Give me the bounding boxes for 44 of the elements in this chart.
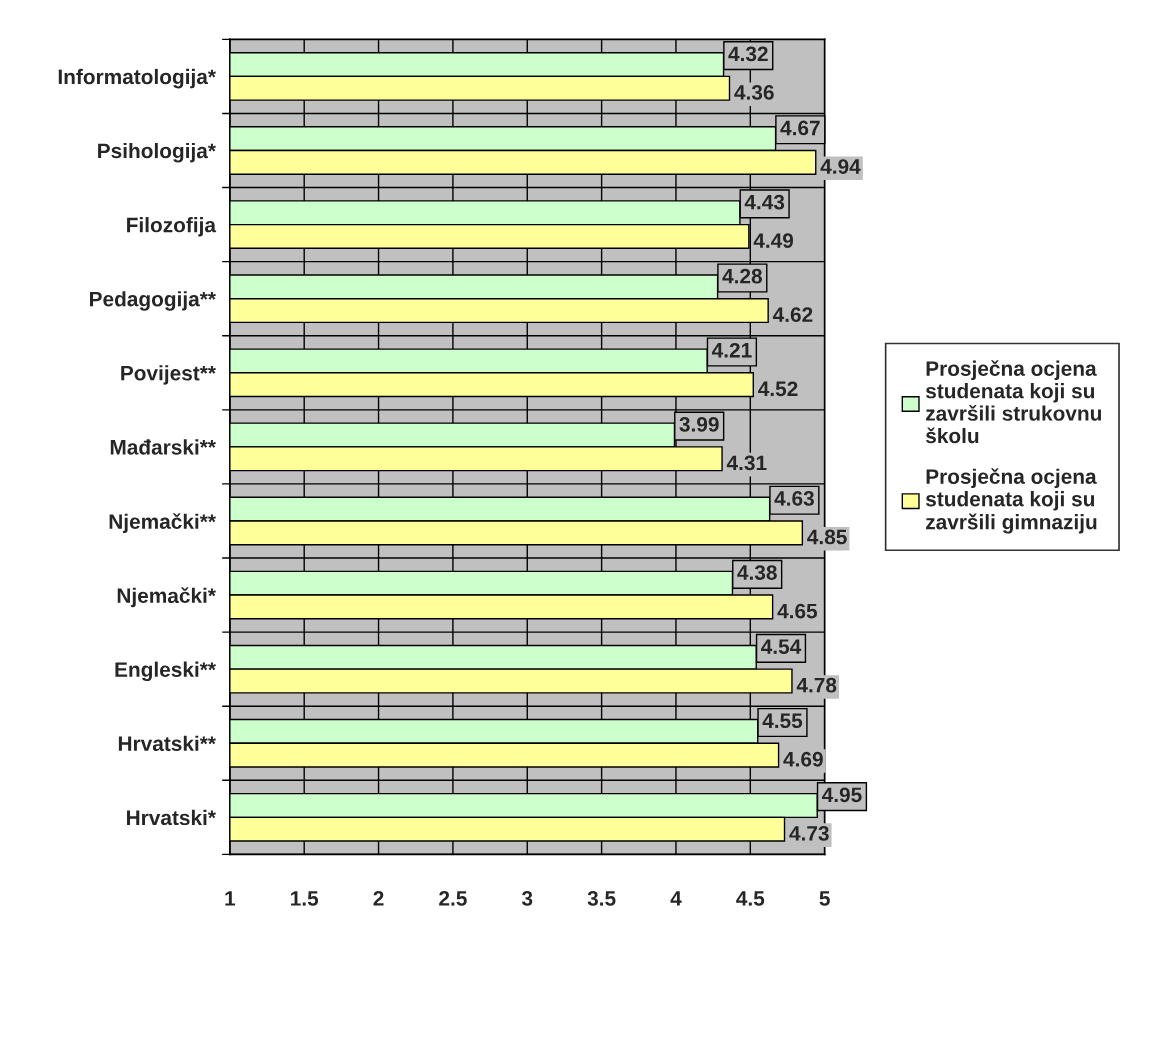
x-tick-label: 4 [670,891,682,906]
y-tick-label: Psihologija* [98,142,216,163]
data-label: 4.54 [761,639,802,655]
data-label: 4.69 [783,751,823,767]
data-label: 4.31 [726,455,767,471]
x-tick-label: 1 [225,891,236,906]
y-tick-label: Engleski** [115,661,216,682]
x-tick-label: 3.5 [587,891,616,906]
y-tick-label: Njemački* [117,587,216,608]
data-label: 3.99 [679,416,719,432]
y-tick-label: Informatologija* [58,68,216,89]
x-tick-label: 4.5 [736,891,765,906]
data-label: 4.67 [780,120,820,136]
x-tick-label: 5 [819,891,830,906]
data-label: 4.52 [758,381,798,397]
data-label: 4.36 [734,85,774,100]
data-label: 4.73 [789,825,829,841]
data-label: 4.55 [762,713,803,729]
x-tick-label: 2.5 [439,891,467,906]
x-tick-label: 2 [373,891,384,906]
y-tick-label: Mađarski** [110,439,216,455]
y-tick-label: Povijest** [121,365,216,385]
data-label: 4.78 [796,677,837,693]
x-tick-label: 1.5 [291,891,319,906]
y-tick-label: Hrvatski** [118,735,216,752]
data-label: 4.21 [711,342,752,358]
data-label: 4.49 [753,233,794,248]
legend-label: Prosječna ocjena studenata koji su završili gimnaziju [925,468,1097,534]
data-label: 4.28 [722,268,762,284]
data-label: 4.62 [772,307,813,323]
x-tick-label: 3 [521,891,533,906]
y-tick-label: Filozofija [127,217,217,237]
legend-label: Prosječna ocjena studenata koji su završili strukovnu školu [925,360,1101,444]
data-label: 4.95 [822,787,862,803]
data-label: 4.32 [728,46,768,62]
data-label: 4.43 [744,194,785,210]
data-label: 4.94 [820,159,861,174]
y-tick-label: Hrvatski* [127,809,216,826]
data-label: 4.63 [774,491,814,506]
data-label: 4.65 [777,603,818,619]
data-label: 4.85 [807,529,847,545]
y-tick-label: Njemački** [109,513,216,534]
data-label: 4.38 [737,565,777,580]
y-tick-label: Pedagogija** [90,291,216,311]
